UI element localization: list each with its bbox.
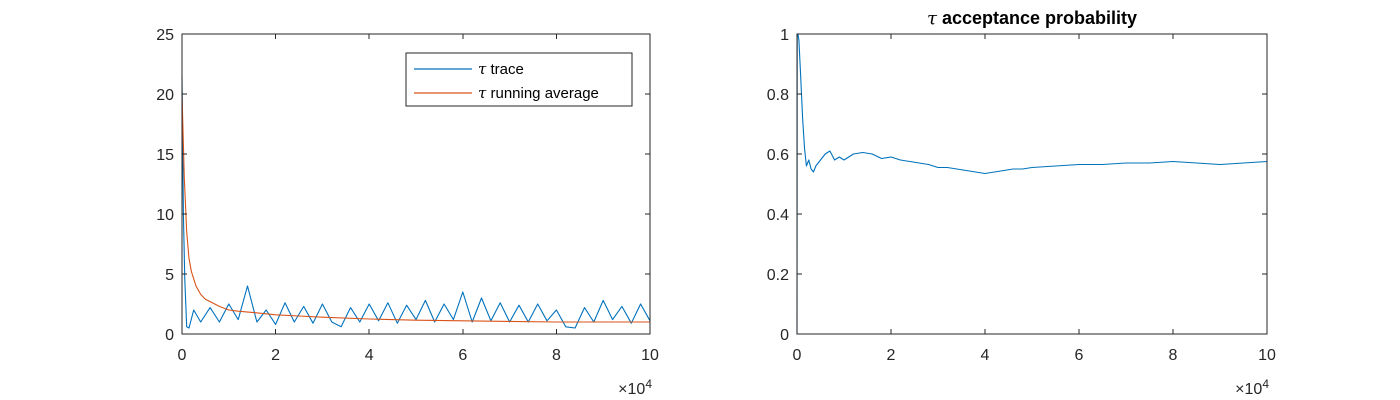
legend-box bbox=[405, 52, 633, 107]
ticks-layer: 0 2 4 6 8 10 0 0.2 0.4 0.6 0.8 1 bbox=[767, 27, 1276, 364]
series-layer bbox=[796, 33, 1268, 335]
y-tick-label: 0.6 bbox=[767, 147, 789, 164]
x-tick-label: 10 bbox=[641, 347, 659, 364]
x-exponent-power: 4 bbox=[1262, 377, 1269, 391]
y-tick-label: 1 bbox=[780, 27, 789, 44]
plot-frame bbox=[181, 33, 651, 335]
x-tick-label: 6 bbox=[458, 347, 467, 364]
y-tick-label: 25 bbox=[156, 27, 174, 44]
y-tick-label: 15 bbox=[156, 147, 174, 164]
x-tick-label: 4 bbox=[365, 347, 374, 364]
plot-frame bbox=[796, 33, 1268, 335]
y-tick-label: 5 bbox=[165, 267, 174, 284]
y-tick-label: 0.4 bbox=[767, 207, 789, 224]
y-tick-label: 0 bbox=[165, 327, 174, 344]
ticks-layer: 0 2 4 6 8 10 0 5 10 15 20 25 bbox=[156, 27, 659, 364]
y-tick-label: 0.2 bbox=[767, 267, 789, 284]
x-tick-label: 2 bbox=[887, 347, 896, 364]
x-tick-label: 0 bbox=[178, 347, 187, 364]
x-tick-label: 8 bbox=[1169, 347, 1178, 364]
series-layer bbox=[181, 75, 651, 329]
x-tick-label: 2 bbox=[271, 347, 280, 364]
x-tick-label: 6 bbox=[1075, 347, 1084, 364]
y-tick-label: 20 bbox=[156, 87, 174, 104]
acceptance-chart: τ acceptance probability 0 2 4 6 8 1000.20.40… bbox=[767, 8, 1276, 398]
x-tick-label: 8 bbox=[552, 347, 561, 364]
legend-label-trace: τ trace bbox=[478, 60, 524, 78]
x-tick-label: 10 bbox=[1258, 347, 1276, 364]
series-line-0 bbox=[796, 33, 1268, 335]
y-tick-label: 10 bbox=[156, 207, 174, 224]
y-tick-label: 0.8 bbox=[767, 87, 789, 104]
y-tick-label: 0 bbox=[780, 327, 789, 344]
x-exponent-label: ×104 bbox=[618, 377, 652, 398]
x-exponent-power: 4 bbox=[645, 377, 652, 391]
legend-label-running-average: τ running average bbox=[478, 84, 599, 102]
legend: τ trace τ running average bbox=[405, 52, 633, 107]
chart-title: τ acceptance probability bbox=[927, 8, 1137, 29]
x-tick-label: 4 bbox=[981, 347, 990, 364]
x-tick-label: 0 bbox=[793, 347, 802, 364]
trace-chart: 0 2 4 6 8 10 0 5 10 15 20 25 ×104 τ trace τ running… bbox=[156, 27, 659, 398]
series-line-trace bbox=[181, 75, 651, 329]
series-line-running-average bbox=[181, 93, 650, 323]
x-exponent-label: ×104 bbox=[1235, 377, 1269, 398]
